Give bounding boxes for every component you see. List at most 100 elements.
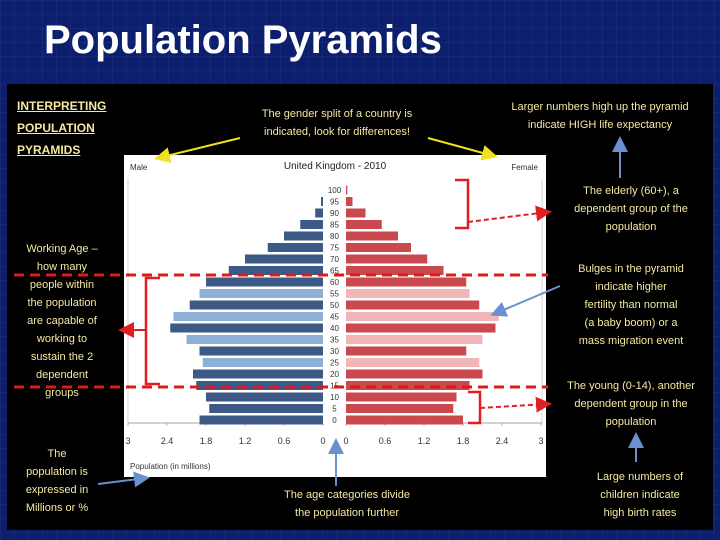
bulges-line: fertility than normal [584, 299, 678, 311]
chart-title: United Kingdom - 2010 [284, 161, 387, 172]
x-tick-label: 0 [320, 436, 325, 446]
male-bar-0 [199, 415, 323, 425]
x-tick-label: 1.2 [418, 436, 431, 446]
male-bar-95 [321, 197, 323, 206]
life-expectancy-line: indicate HIGH life expectancy [527, 119, 673, 131]
female-bar-40 [346, 323, 496, 333]
male-bar-10 [206, 392, 323, 402]
interpreting-line-1: INTERPRETING [17, 99, 107, 113]
male-bar-25 [202, 358, 323, 367]
x-tick-label: 2.4 [161, 436, 174, 446]
life-expectancy-note: Larger numbers high up the pyramid indic… [490, 98, 710, 134]
bulges-line: Bulges in the pyramid [578, 263, 684, 275]
population-expressed-line: population is [26, 466, 88, 478]
young-bracket [468, 390, 482, 425]
male-bar-35 [186, 335, 323, 344]
gender-split-note: The gender split of a country is indicat… [232, 105, 442, 141]
population-expressed-note: The population is expressed in Millions … [12, 445, 102, 517]
x-tick-label: 0 [343, 436, 348, 446]
x-tick-label: 1.8 [457, 436, 470, 446]
male-bar-40 [170, 323, 323, 333]
x-axis-label: Population (in millions) [130, 462, 211, 471]
gender-arrow-right [427, 137, 498, 161]
female-bar-45 [346, 312, 499, 321]
bulges-line: indicate higher [595, 281, 667, 293]
working-age-line: are capable of [27, 315, 97, 327]
age-label: 50 [330, 301, 339, 310]
gender-split-line: The gender split of a country is [261, 108, 413, 120]
x-tick-label: 1.8 [200, 436, 213, 446]
elderly-note: The elderly (60+), a dependent group of … [556, 182, 706, 236]
male-bar-20 [193, 369, 323, 379]
age-label: 10 [330, 393, 339, 402]
age-label: 75 [330, 244, 339, 253]
birth-rates-line: children indicate [600, 489, 680, 501]
working-age-line: dependent [36, 369, 88, 381]
age-categories-note: The age categories divide the population… [262, 486, 432, 522]
working-age-line: groups [45, 387, 79, 399]
young-line: dependent group in the [574, 398, 688, 410]
population-arrow [97, 471, 150, 488]
female-bar-65 [346, 266, 444, 275]
elderly-line: dependent group of the [574, 203, 688, 215]
female-bar-95 [346, 197, 353, 206]
male-label: Male [130, 163, 148, 172]
young-line: The young (0-14), another [567, 380, 695, 392]
female-bar-25 [346, 358, 480, 367]
female-bar-55 [346, 289, 470, 298]
age-label: 55 [330, 290, 339, 299]
interpreting-line-2: POPULATION [17, 121, 95, 135]
female-bar-20 [346, 369, 483, 379]
age-label: 5 [332, 405, 337, 414]
age-label: 70 [330, 255, 339, 264]
age-label: 30 [330, 347, 339, 356]
female-bar-75 [346, 243, 411, 252]
male-bar-85 [300, 220, 323, 229]
female-bar-30 [346, 346, 467, 356]
female-bar-60 [346, 277, 467, 287]
elderly-arrow [467, 205, 552, 223]
young-arrow [479, 396, 552, 413]
young-note: The young (0-14), another dependent grou… [549, 377, 713, 431]
age-categories-line: the population further [295, 507, 399, 519]
elderly-line: The elderly (60+), a [583, 185, 679, 197]
bulges-arrow [490, 285, 561, 317]
young-line: population [605, 416, 657, 428]
birth-rates-line: high birth rates [603, 507, 677, 519]
x-tick-label: 0.6 [379, 436, 392, 446]
age-label: 95 [330, 198, 339, 207]
male-bar-30 [199, 346, 323, 356]
working-age-line: how many [36, 261, 88, 273]
male-bar-90 [315, 208, 323, 218]
female-bar-50 [346, 300, 480, 310]
male-bar-75 [267, 243, 323, 252]
interpreting-line-3: PYRAMIDS [17, 143, 81, 157]
female-bar-35 [346, 335, 483, 344]
female-bar-0 [346, 415, 463, 425]
age-label: 85 [330, 221, 339, 230]
elderly-bracket [455, 178, 470, 230]
age-categories-line: The age categories divide [284, 489, 410, 501]
x-tick-label: 0.6 [278, 436, 291, 446]
elderly-line: population [605, 221, 657, 233]
birth-rates-line: Large numbers of [596, 471, 684, 483]
slide-title: Population Pyramids [44, 18, 442, 62]
working-age-line: sustain the 2 [30, 351, 94, 363]
male-bar-70 [245, 254, 323, 264]
female-bar-70 [346, 254, 428, 264]
interpreting-heading: INTERPRETING POPULATION PYRAMIDS [17, 95, 106, 161]
birth-rates-note: Large numbers of children indicate high … [578, 468, 702, 522]
pyramid-svg: Male United Kingdom - 2010 Female Popula… [125, 161, 543, 471]
bulges-note: Bulges in the pyramid indicate higher fe… [552, 260, 710, 350]
working-age-line: people within [29, 279, 95, 291]
age-label: 35 [330, 336, 339, 345]
female-bar-90 [346, 208, 366, 218]
age-label: 100 [328, 186, 342, 195]
working-age-line: the population [27, 297, 97, 309]
working-age-note: Working Age – how many people within the… [10, 240, 114, 402]
male-bar-80 [284, 231, 323, 241]
gender-split-line: indicated, look for differences! [264, 126, 410, 138]
female-bar-80 [346, 231, 398, 241]
age-label: 20 [330, 370, 339, 379]
